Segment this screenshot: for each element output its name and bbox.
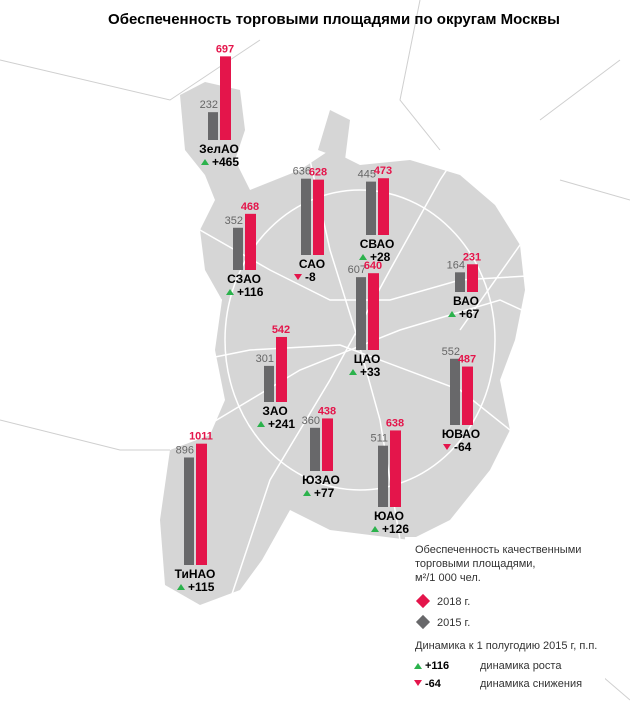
change-arrow [294, 274, 302, 280]
change-arrow [257, 421, 265, 427]
value-2015: 552 [442, 346, 460, 358]
legend-heading: Обеспеченность качественными [415, 544, 581, 556]
legend-label: динамика роста [480, 660, 562, 672]
legend-value: -64 [425, 678, 442, 690]
change-value: +465 [212, 155, 239, 169]
district-name: ЗАО [262, 404, 287, 418]
value-2015: 607 [348, 264, 366, 276]
legend-swatch [415, 593, 431, 609]
bar-2015 [264, 365, 274, 402]
value-2018: 640 [364, 260, 382, 272]
value-2015: 511 [370, 433, 388, 445]
district-name: ВАО [453, 294, 479, 308]
change-arrow [349, 369, 357, 375]
change-value: +241 [268, 417, 295, 431]
value-2018: 697 [216, 43, 234, 55]
district-name: ЦАО [354, 352, 381, 366]
value-2018: 231 [463, 251, 481, 263]
bar-2015 [208, 112, 218, 140]
value-2018: 638 [386, 417, 404, 429]
change-arrow [201, 159, 209, 165]
bar-2018 [368, 273, 379, 350]
district-name: ЗелАО [199, 142, 239, 156]
bar-2015 [455, 272, 465, 292]
value-2015: 360 [302, 415, 320, 427]
change-arrow [359, 254, 367, 260]
bar-2015 [301, 178, 311, 255]
value-2015: 232 [200, 99, 218, 111]
bar-2018 [378, 178, 389, 235]
value-2015: 445 [358, 169, 376, 181]
bar-2018 [467, 264, 478, 292]
legend: Обеспеченность качественными торговыми п… [405, 537, 605, 698]
value-2018: 542 [272, 324, 290, 336]
legend-arrow [414, 680, 422, 686]
legend-swatch [415, 614, 431, 630]
change-value: +28 [370, 250, 391, 264]
legend-dynamics: Динамика к 1 полугодию 2015 г, п.п. [415, 640, 597, 652]
district-name: ЮАО [374, 509, 404, 523]
change-arrow [371, 526, 379, 532]
bar-2015 [184, 457, 194, 565]
bar-2015 [378, 445, 388, 507]
change-arrow [177, 584, 185, 590]
value-2015: 352 [225, 215, 243, 227]
bar-2015 [450, 358, 460, 425]
change-value: +126 [382, 522, 409, 536]
bar-2018 [462, 366, 473, 425]
value-2018: 468 [241, 201, 259, 213]
legend-label: 2018 г. [437, 596, 470, 608]
value-2015: 164 [447, 259, 465, 271]
title: Обеспеченность торговыми площадями по ок… [108, 11, 560, 28]
legend-label: динамика снижения [480, 678, 582, 690]
bar-2018 [196, 443, 207, 565]
value-2015: 301 [256, 353, 274, 365]
legend-value: +116 [425, 660, 449, 672]
value-2018: 628 [309, 167, 327, 179]
bar-2018 [322, 418, 333, 471]
change-value: +116 [237, 285, 264, 299]
value-2018: 1011 [189, 431, 213, 443]
legend-heading: м²/1 000 чел. [415, 572, 481, 584]
change-arrow [448, 311, 456, 317]
legend-arrow [414, 663, 422, 669]
bar-2018 [390, 430, 401, 507]
change-arrow [443, 444, 451, 450]
change-value: +115 [188, 580, 215, 594]
bar-2015 [356, 277, 366, 350]
legend-label: 2015 г. [437, 617, 470, 629]
district-name: СВАО [360, 237, 395, 251]
bar-2015 [233, 227, 243, 270]
change-value: +67 [459, 307, 480, 321]
change-value: -8 [305, 270, 316, 284]
district-name: СЗАО [227, 272, 261, 286]
bar-2018 [245, 213, 256, 270]
change-arrow [303, 490, 311, 496]
change-value: +33 [360, 365, 381, 379]
bar-2018 [276, 336, 287, 402]
value-2018: 438 [318, 405, 336, 417]
district-name: ЮВАО [442, 427, 480, 441]
change-arrow [226, 289, 234, 295]
district-name: ЮЗАО [302, 473, 340, 487]
change-value: +77 [314, 486, 335, 500]
bar-2018 [220, 56, 231, 140]
change-value: -64 [454, 440, 472, 454]
bar-2015 [366, 181, 376, 235]
district-name: САО [299, 257, 325, 271]
legend-heading: торговыми площадями, [415, 558, 535, 570]
district-name: ТиНАО [175, 567, 216, 581]
value-2015: 896 [176, 444, 194, 456]
value-2018: 487 [458, 354, 476, 366]
value-2018: 473 [374, 165, 392, 177]
value-2015: 636 [293, 166, 311, 178]
bar-2015 [310, 427, 320, 471]
bar-2018 [313, 179, 324, 255]
